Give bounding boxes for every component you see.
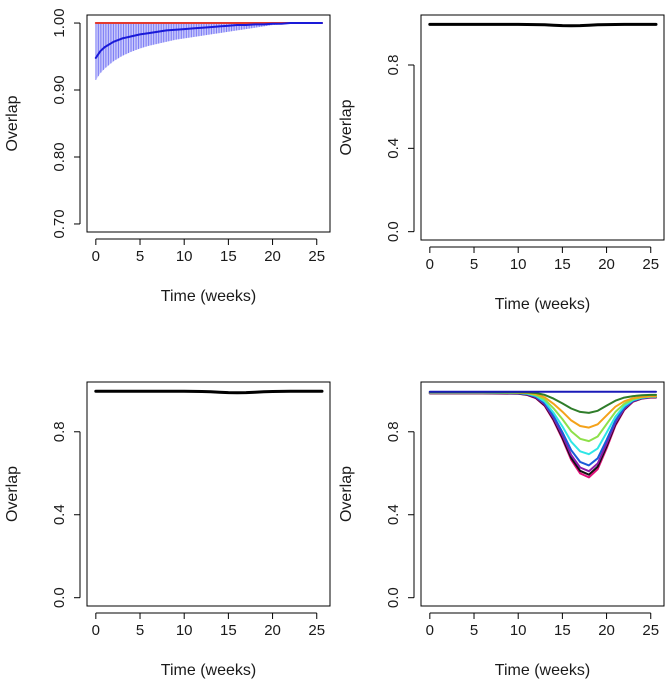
y-tick-label: 0.0 — [51, 587, 68, 608]
y-axis-title: Overlap — [4, 466, 21, 522]
x-tick-label: 25 — [308, 248, 325, 265]
y-tick-label: 0.0 — [385, 221, 402, 242]
x-tick-label: 5 — [136, 248, 144, 265]
x-tick-label: 20 — [264, 248, 281, 265]
y-axis-title: Overlap — [338, 466, 355, 522]
x-tick-label: 10 — [510, 256, 527, 273]
x-tick-label: 20 — [598, 256, 615, 273]
y-tick-label: 0.4 — [385, 504, 402, 525]
y-tick-label: 0.80 — [51, 142, 68, 171]
x-tick-label: 15 — [220, 248, 237, 265]
x-tick-label: 15 — [220, 622, 237, 639]
x-tick-label: 0 — [92, 622, 100, 639]
x-tick-label: 0 — [92, 248, 100, 265]
x-tick-label: 25 — [308, 622, 325, 639]
x-tick-label: 5 — [136, 622, 144, 639]
x-tick-label: 25 — [642, 622, 659, 639]
plot-frame — [420, 381, 665, 607]
plot-frame — [86, 14, 331, 233]
panel-bottom-left: 0 5 10 15 20 25 Time (weeks) 0.0 0.4 0.8 Overlap — [4, 381, 331, 679]
y-tick-label: 0.8 — [385, 55, 402, 76]
x-tick-label: 10 — [176, 622, 193, 639]
y-tick-label: 0.4 — [51, 504, 68, 525]
x-tick-label: 0 — [426, 622, 434, 639]
panel-bottom-right: 0 5 10 15 20 25 Time (weeks) 0.0 0.4 0.8 Overlap — [338, 381, 665, 679]
x-tick-label: 15 — [554, 256, 571, 273]
y-tick-label: 1.00 — [51, 8, 68, 37]
x-axis-title: Time (weeks) — [161, 662, 256, 679]
y-tick-label: 0.70 — [51, 209, 68, 238]
y-tick-label: 0.0 — [385, 587, 402, 608]
x-tick-label: 20 — [264, 622, 281, 639]
series-line-0 — [428, 22, 658, 28]
x-tick-label: 5 — [470, 622, 478, 639]
x-tick-label: 10 — [510, 622, 527, 639]
y-tick-label: 0.8 — [51, 421, 68, 442]
panel-top-left: 0 5 10 15 20 25 Time (weeks) 0.70 0.80 0.90 1.00 Ov… — [4, 8, 331, 305]
x-axis-title: Time (weeks) — [495, 662, 590, 679]
x-tick-label: 5 — [470, 256, 478, 273]
x-tick-label: 20 — [598, 622, 615, 639]
y-tick-label: 0.90 — [51, 75, 68, 104]
x-tick-label: 0 — [426, 256, 434, 273]
y-axis-title: Overlap — [338, 99, 355, 155]
x-tick-label: 25 — [642, 256, 659, 273]
plot-frame — [86, 381, 331, 607]
x-tick-label: 15 — [554, 622, 571, 639]
series-line-1 — [94, 22, 323, 59]
plot-frame — [420, 14, 665, 241]
series-line-0 — [94, 389, 324, 395]
ribbon-band — [95, 23, 322, 80]
y-axis-title: Overlap — [4, 95, 21, 151]
x-tick-label: 10 — [176, 248, 193, 265]
x-axis-title: Time (weeks) — [495, 296, 590, 313]
y-tick-label: 0.8 — [385, 421, 402, 442]
panel-top-right: 0 5 10 15 20 25 Time (weeks) 0.0 0.4 0.8 Overlap — [338, 14, 665, 313]
y-tick-label: 0.4 — [385, 138, 402, 159]
x-axis-title: Time (weeks) — [161, 288, 256, 305]
